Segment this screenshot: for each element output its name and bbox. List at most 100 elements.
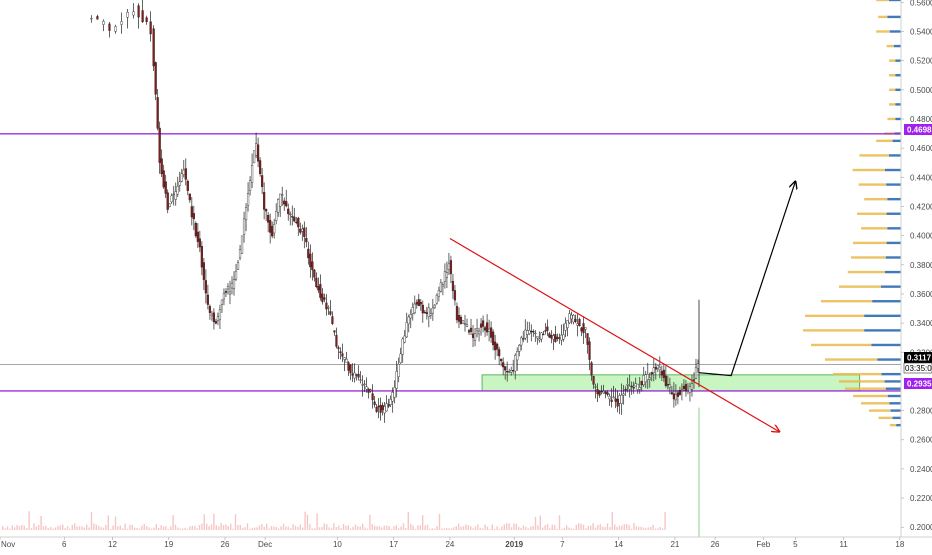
volume-bar <box>162 526 165 530</box>
volume-bar <box>472 528 474 530</box>
candle <box>244 206 248 221</box>
volume-bar <box>237 525 239 530</box>
volume-bar <box>16 525 18 530</box>
volume-profile-bar-down <box>889 423 897 427</box>
candle <box>259 160 262 174</box>
volume-profile-bar-down <box>853 394 888 398</box>
candle <box>287 208 290 215</box>
volume-bar <box>486 526 489 530</box>
candle <box>506 371 509 373</box>
candle <box>423 311 426 314</box>
volume-bar <box>158 528 160 530</box>
candle <box>164 181 167 194</box>
volume-bar <box>606 523 609 530</box>
volume-bar <box>611 512 613 530</box>
volume-bar <box>573 528 575 530</box>
volume-bar <box>446 528 448 530</box>
candle <box>393 387 396 398</box>
time-tick-label: 2019 <box>505 540 523 549</box>
volume-bar <box>143 523 145 530</box>
volume-bar <box>148 527 150 530</box>
volume-bar <box>220 523 222 530</box>
candle <box>512 370 515 372</box>
upper-level-badge-text: 0.4698 <box>907 126 932 135</box>
candle <box>644 374 647 383</box>
volume-profile-bar-up <box>889 402 901 405</box>
volume-bar <box>117 526 119 530</box>
candle <box>240 235 244 254</box>
volume-profile-bar-down <box>803 329 865 332</box>
volume-bar <box>134 527 136 530</box>
candle <box>254 143 258 156</box>
candle <box>230 283 234 289</box>
volume-bar <box>4 528 6 530</box>
volume-bar <box>525 526 527 530</box>
volume-bar <box>491 524 493 530</box>
volume-bar <box>635 526 637 530</box>
price-tick-label: 0.2000 <box>910 523 932 532</box>
volume-bar <box>256 527 258 530</box>
volume-bar <box>443 528 445 530</box>
volume-profile-bar-down <box>889 88 896 92</box>
volume-bar <box>69 528 71 530</box>
volume-bar <box>318 527 321 530</box>
volume-profile-bar-up <box>895 88 901 92</box>
volume-bar <box>438 513 441 530</box>
candle <box>496 343 499 350</box>
volume-bar <box>590 525 592 530</box>
volume-bar <box>424 525 426 530</box>
candle <box>194 223 197 237</box>
volume-bar <box>198 525 201 530</box>
candle <box>208 306 212 313</box>
candle <box>248 180 252 191</box>
volume-profile-bar-up <box>889 154 901 157</box>
time-tick-label: 7 <box>560 540 565 549</box>
candle <box>222 293 226 300</box>
volume-bar <box>597 524 599 530</box>
volume-bar <box>314 528 316 530</box>
candle <box>345 358 348 363</box>
candle <box>210 313 214 316</box>
volume-bar <box>530 526 532 530</box>
candle <box>182 169 185 175</box>
candle <box>196 231 199 242</box>
time-tick-label: 18 <box>895 540 904 549</box>
volume-bar <box>359 526 361 530</box>
level-lines-layer <box>0 133 901 392</box>
volume-bar <box>386 525 388 530</box>
volume-bar <box>258 525 261 530</box>
candle <box>281 194 284 196</box>
candle <box>355 374 358 376</box>
volume-bar <box>378 526 381 530</box>
volume-bar <box>383 525 385 530</box>
time-tick-label: 10 <box>333 540 342 549</box>
candle <box>353 372 356 379</box>
volume-bar <box>146 526 148 530</box>
volume-bar <box>347 525 349 530</box>
volume-bar <box>76 526 78 530</box>
candle <box>520 337 523 346</box>
volume-profile-bar-up <box>872 300 901 303</box>
candle <box>636 383 639 390</box>
volume-bar <box>160 525 162 530</box>
time-tick-label: Feb <box>756 540 770 549</box>
volume-bar <box>522 525 525 530</box>
volume-profile-bar-down <box>889 74 896 77</box>
volume-bar <box>136 527 138 530</box>
candle <box>540 332 543 340</box>
candle <box>483 327 487 331</box>
volume-bar <box>621 525 623 530</box>
time-tick-label: 26 <box>711 540 720 549</box>
candle <box>216 316 220 322</box>
candle <box>490 327 493 338</box>
candle <box>192 213 195 220</box>
volume-bar <box>551 524 553 530</box>
volume-bar <box>206 523 208 530</box>
candle <box>437 290 440 297</box>
candle <box>479 323 483 328</box>
volume-bar <box>244 527 246 530</box>
candle <box>616 399 619 407</box>
candle <box>198 238 201 248</box>
